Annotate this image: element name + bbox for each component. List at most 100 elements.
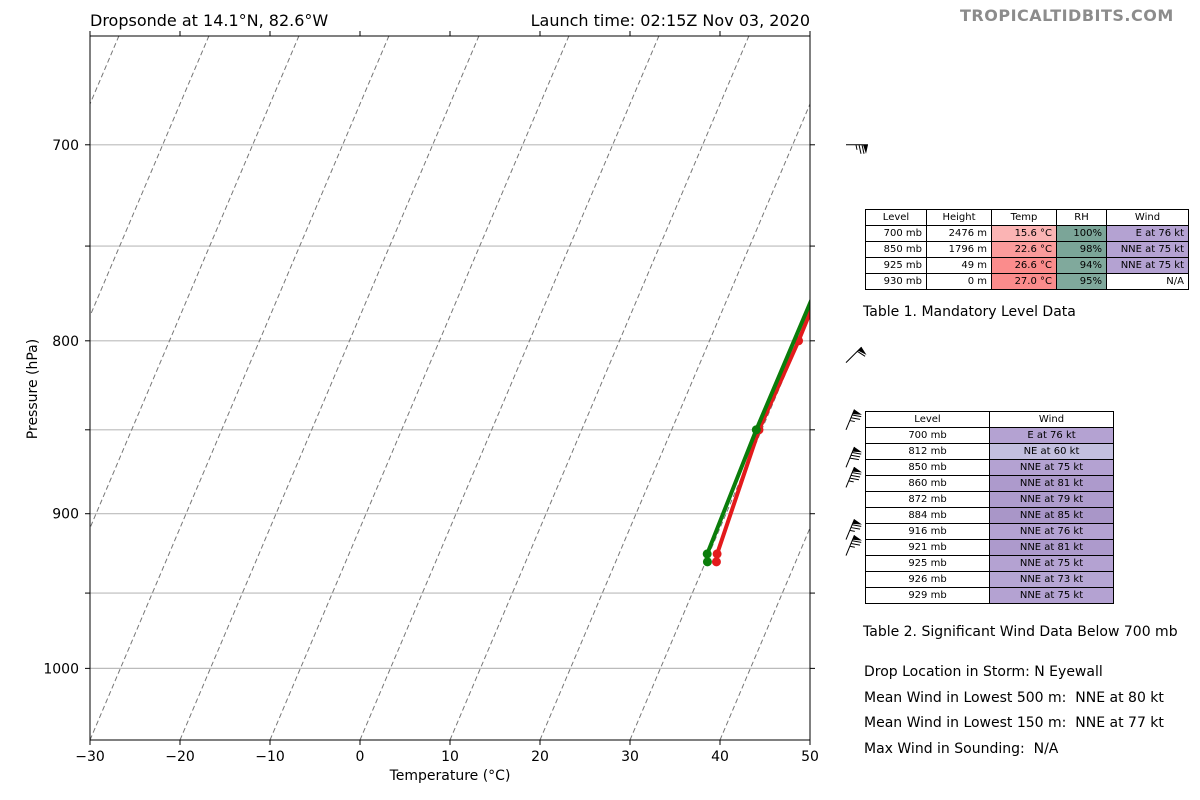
sounding-point (702, 557, 712, 567)
wind-cell: NNE at 81 kt (989, 539, 1114, 556)
isotherm-line (90, 36, 300, 530)
rh-cell: 100% (1056, 225, 1107, 242)
mean-wind-150m-text: Mean Wind in Lowest 150 m: NNE at 77 kt (864, 715, 1164, 731)
wind-barb-half (849, 529, 855, 532)
significant-wind-table: Level Wind 700 mb E at 76 kt 812 mb NE at 60 … (865, 411, 1114, 604)
level-cell: 850 mb (865, 241, 927, 258)
brand-watermark: TROPICALTIDBITS.COM (960, 6, 1174, 25)
level-cell: 872 mb (865, 491, 990, 508)
wind-cell: NNE at 75 kt (1106, 257, 1189, 274)
wind-barb-full (852, 524, 862, 527)
wind-barb (845, 535, 862, 556)
level-cell: 930 mb (865, 273, 927, 290)
table2-caption: Table 2. Significant Wind Data Below 700… (863, 624, 1178, 640)
wind-cell: NE at 60 kt (989, 443, 1114, 460)
level-cell: 926 mb (865, 571, 990, 588)
chart-title: Dropsonde at 14.1°N, 82.6°W (90, 11, 329, 30)
wind-barb-layer (845, 144, 868, 556)
temp-cell: 22.6 °C (991, 241, 1057, 258)
table-row: 700 mb 2476 m 15.6 °C 100% E at 76 kt (865, 225, 1189, 242)
wind-barb-staff (845, 535, 855, 556)
wind-barb-half (848, 480, 854, 483)
table-row: 850 mb NNE at 75 kt (865, 459, 1114, 476)
table-row: 872 mb NNE at 79 kt (865, 491, 1114, 508)
wind-barb-full (858, 144, 862, 154)
wind-barb-full (850, 417, 861, 420)
wind-cell: NNE at 75 kt (1106, 241, 1189, 258)
wind-cell: NNE at 85 kt (989, 507, 1114, 524)
wind-barb-flag (852, 446, 862, 453)
drop-location-text: Drop Location in Storm: N Eyewall (864, 664, 1103, 680)
table-row: 860 mb NNE at 81 kt (865, 475, 1114, 492)
rh-cell: 95% (1056, 273, 1107, 290)
x-tick-label: 10 (441, 749, 459, 765)
table1-header-cell: RH (1056, 209, 1107, 226)
table1-header-cell: Temp (991, 209, 1057, 226)
table-row: 930 mb 0 m 27.0 °C 95% N/A (865, 273, 1189, 290)
rh-cell: 98% (1056, 241, 1107, 258)
y-tick-label: 700 (52, 138, 79, 154)
sounding-point (711, 557, 721, 567)
table-row: 812 mb NE at 60 kt (865, 443, 1114, 460)
x-tick-label: 0 (356, 749, 365, 765)
level-cell: 925 mb (865, 555, 990, 572)
x-tick-label: 50 (801, 749, 819, 765)
wind-barb (845, 519, 862, 540)
x-tick-label: −20 (165, 749, 195, 765)
wind-cell: NNE at 76 kt (989, 523, 1114, 540)
temp-cell: 15.6 °C (991, 225, 1057, 242)
sounding-line-1 (705, 298, 810, 562)
launch-time: Launch time: 02:15Z Nov 03, 2020 (530, 11, 810, 30)
wind-barb-full (850, 454, 861, 458)
wind-barb-staff (845, 466, 855, 488)
x-axis-label: Temperature (°C) (389, 768, 511, 784)
wind-barb (845, 409, 862, 430)
isotherm-line (90, 36, 390, 740)
wind-barb-flag (852, 535, 862, 541)
level-cell: 884 mb (865, 507, 990, 524)
wind-barb-flag (858, 347, 867, 355)
table-row: 921 mb NNE at 81 kt (865, 539, 1114, 556)
sounding-point (872, 134, 881, 143)
wind-barb-full (857, 350, 866, 357)
isotherm-line (449, 36, 750, 740)
wind-barb-half (849, 545, 855, 548)
wind-barb-full (849, 477, 859, 481)
wind-barb-flag (863, 144, 868, 154)
table-row: 925 mb NNE at 75 kt (865, 555, 1114, 572)
table1-header-cell: Height (926, 209, 992, 226)
mandatory-level-table: Level Height Temp RH Wind 700 mb 2476 m 15.6 °C… (865, 209, 1189, 290)
wind-barb-flag (852, 519, 862, 525)
x-tick-label: −30 (75, 749, 105, 765)
level-cell: 850 mb (865, 459, 990, 476)
table2-header-row: Level Wind (865, 411, 1114, 428)
max-wind-text: Max Wind in Sounding: N/A (864, 741, 1059, 757)
wind-barb-full (861, 144, 865, 154)
wind-barb-half (849, 420, 855, 423)
level-cell: 921 mb (865, 539, 990, 556)
temp-cell: 26.6 °C (991, 257, 1057, 274)
y-tick-label: 900 (52, 507, 79, 523)
isotherm-line (359, 36, 660, 740)
wind-barb (845, 446, 862, 468)
level-cell: 916 mb (865, 523, 990, 540)
height-cell: 1796 m (926, 241, 992, 258)
wind-barb-staff (845, 446, 855, 468)
wind-barb-full (852, 452, 862, 455)
wind-barb-full (852, 472, 862, 475)
wind-barb (846, 144, 868, 154)
x-tick-label: 20 (531, 749, 549, 765)
height-cell: 0 m (926, 273, 992, 290)
level-cell: 925 mb (865, 257, 927, 274)
level-cell: 700 mb (865, 427, 990, 444)
level-cell: 929 mb (865, 587, 990, 604)
wind-barb-staff (845, 519, 855, 540)
series-layer (702, 134, 881, 567)
wind-cell: E at 76 kt (1106, 225, 1189, 242)
isotherm-line (269, 36, 570, 740)
level-cell: 860 mb (865, 475, 990, 492)
rh-cell: 94% (1056, 257, 1107, 274)
mean-wind-500m-text: Mean Wind in Lowest 500 m: NNE at 80 kt (864, 690, 1164, 706)
wind-barb-full (849, 457, 859, 461)
